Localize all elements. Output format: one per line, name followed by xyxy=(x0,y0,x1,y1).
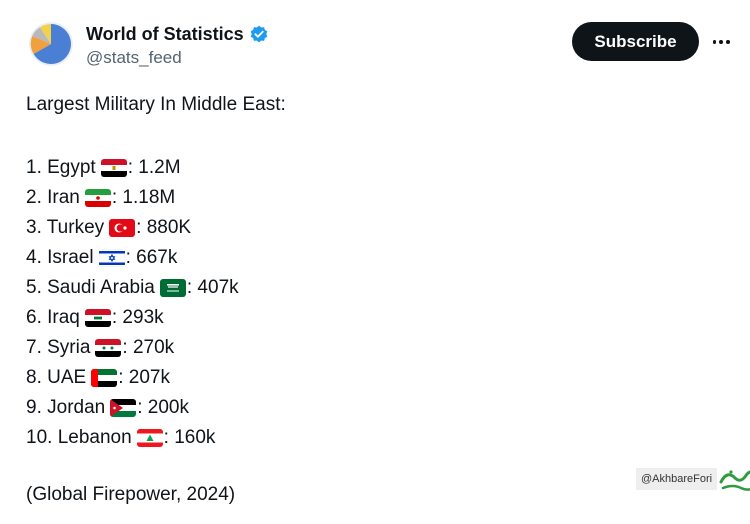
item-label: 8. UAE xyxy=(26,367,87,388)
source-citation: (Global Firepower, 2024) xyxy=(26,484,236,505)
list-item: 8. UAE : 207k xyxy=(26,363,239,393)
item-value: : 880K xyxy=(136,217,192,238)
subscribe-button[interactable]: Subscribe xyxy=(572,22,699,61)
iraq-flag-icon xyxy=(84,309,111,327)
item-value: : 160k xyxy=(163,427,216,448)
post-title: Largest Military In Middle East: xyxy=(26,94,286,115)
list-item: 3. Turkey : 880K xyxy=(26,213,239,243)
item-label: 6. Iraq xyxy=(26,307,80,328)
list-item: 6. Iraq : 293k xyxy=(26,303,239,333)
list-item: 1. Egypt : 1.2M xyxy=(26,153,239,183)
iran-flag-icon xyxy=(84,189,111,207)
item-value: : 200k xyxy=(137,397,189,418)
item-value: : 1.2M xyxy=(127,157,181,178)
item-value: : 207k xyxy=(118,367,170,388)
jordan-flag-icon xyxy=(110,399,137,417)
list-item: 10. Lebanon : 160k xyxy=(26,423,239,453)
list-item: 9. Jordan : 200k xyxy=(26,393,239,423)
item-value: : 270k xyxy=(122,337,175,358)
item-label: 4. Israel xyxy=(26,247,94,268)
israel-flag-icon xyxy=(98,249,125,267)
more-options-icon[interactable] xyxy=(711,32,731,52)
item-label: 2. Iran xyxy=(26,187,80,208)
item-label: 9. Jordan xyxy=(26,397,106,418)
item-value: : 667k xyxy=(125,247,178,268)
item-value: : 407k xyxy=(186,277,239,298)
ranking-list: 1. Egypt : 1.2M 2. Iran : 1.18M 3. Turke… xyxy=(26,153,239,453)
list-item: 2. Iran : 1.18M xyxy=(26,183,239,213)
list-item: 4. Israel : 667k xyxy=(26,243,239,273)
pie-chart-avatar-icon[interactable] xyxy=(29,22,73,66)
display-name[interactable]: World of Statistics xyxy=(86,23,244,44)
saudi-arabia-flag-icon xyxy=(159,279,186,297)
egypt-flag-icon xyxy=(100,159,127,177)
account-handle[interactable]: @stats_feed xyxy=(86,48,182,67)
item-label: 5. Saudi Arabia xyxy=(26,277,155,298)
item-value: : 293k xyxy=(111,307,164,328)
item-label: 1. Egypt xyxy=(26,157,96,178)
item-label: 10. Lebanon xyxy=(26,427,132,448)
item-label: 7. Syria xyxy=(26,337,91,358)
watermark-handle: @AkhbareFori xyxy=(636,468,718,490)
uae-flag-icon xyxy=(91,369,118,387)
turkey-flag-icon xyxy=(109,219,136,237)
item-label: 3. Turkey xyxy=(26,217,105,238)
watermark: @AkhbareFori xyxy=(636,464,750,494)
syria-flag-icon xyxy=(95,339,122,357)
verified-badge-icon xyxy=(249,24,269,44)
akhbare-fori-logo-icon xyxy=(717,464,750,494)
author-info: World of Statistics @stats_feed xyxy=(86,22,269,68)
list-item: 7. Syria : 270k xyxy=(26,333,239,363)
list-item: 5. Saudi Arabia : 407k xyxy=(26,273,239,303)
lebanon-flag-icon xyxy=(136,429,163,447)
item-value: : 1.18M xyxy=(111,187,176,208)
